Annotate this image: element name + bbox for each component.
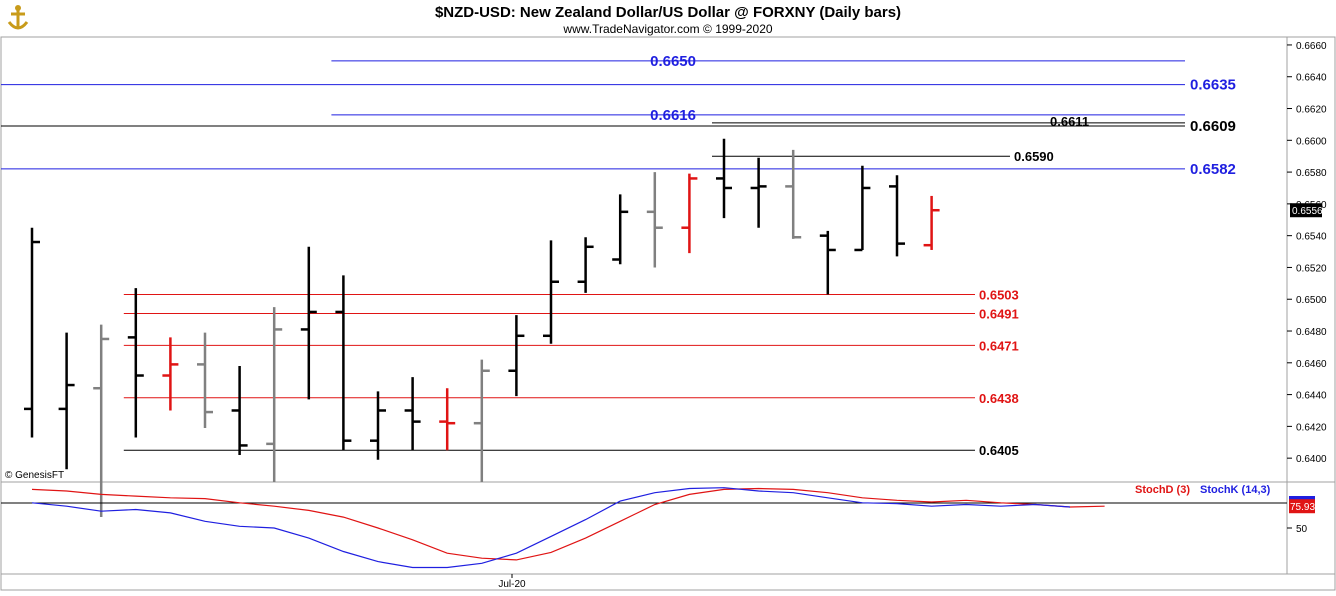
genesis-credit: © GenesisFT — [5, 470, 64, 481]
y-tick-label: 0.6420 — [1296, 422, 1327, 433]
y-tick-label: 0.6660 — [1296, 41, 1327, 52]
last-price-label: 0.6556 — [1292, 206, 1323, 217]
stoch-tick-label: 50 — [1296, 524, 1308, 535]
stoch-axis-panel — [1286, 481, 1336, 575]
level-label: 0.6438 — [979, 391, 1019, 406]
ohlc-bar — [681, 173, 698, 254]
ohlc-bar — [266, 307, 283, 482]
y-tick-label: 0.6600 — [1296, 136, 1327, 147]
price-axis: 0.66600.66400.66200.66000.65800.65600.65… — [1287, 41, 1327, 465]
ohlc-bar — [404, 377, 421, 451]
ohlc-bar — [716, 138, 732, 219]
y-tick-label: 0.6440 — [1296, 391, 1327, 402]
y-tick-label: 0.6460 — [1296, 359, 1327, 370]
level-label: 0.6635 — [1190, 77, 1236, 94]
ohlc-bar — [508, 315, 525, 397]
y-tick-label: 0.6620 — [1296, 105, 1327, 116]
ohlc-bar — [439, 388, 456, 451]
ohlc-bar — [819, 230, 836, 295]
stochastic-lines: StochD (3) StochK (14,3) 50 75.93 Jul-20 — [1, 484, 1315, 590]
x-tick-label: Jul-20 — [498, 579, 526, 590]
y-tick-label: 0.6500 — [1296, 295, 1327, 306]
legend-stochk: StochK (14,3) — [1200, 484, 1271, 496]
ohlc-bar — [231, 365, 248, 455]
price-bars — [24, 138, 940, 517]
ohlc-bar — [335, 275, 352, 451]
stochastic-panel — [0, 481, 1288, 575]
price-axis-panel — [1286, 36, 1336, 483]
stoch-k-marker — [1289, 496, 1315, 500]
level-label: 0.6590 — [1014, 149, 1054, 164]
y-tick-label: 0.6520 — [1296, 263, 1327, 274]
chart-title: $NZD-USD: New Zealand Dollar/US Dollar @… — [435, 4, 901, 21]
stoch-value-label: 75.93 — [1290, 502, 1315, 513]
ohlc-bar — [646, 172, 663, 268]
stoch-series-line — [31, 487, 1071, 569]
ohlc-bar — [24, 227, 40, 438]
stoch-value-badge — [1289, 499, 1315, 514]
anchor-logo-icon — [7, 5, 29, 30]
ohlc-bar — [612, 194, 629, 265]
ohlc-bar — [162, 337, 179, 411]
ohlc-bar — [58, 332, 75, 470]
ohlc-bar — [127, 288, 144, 438]
y-tick-label: 0.6640 — [1296, 73, 1327, 84]
level-label: 0.6582 — [1190, 161, 1236, 178]
ohlc-bar — [197, 332, 213, 428]
y-tick-label: 0.6480 — [1296, 327, 1327, 338]
stoch-series-line — [31, 487, 1105, 561]
y-tick-label: 0.6540 — [1296, 232, 1327, 243]
y-tick-label: 0.6400 — [1296, 454, 1327, 465]
level-label: 0.6650 — [650, 53, 696, 70]
y-tick-label: 0.6580 — [1296, 168, 1327, 179]
level-label: 0.6503 — [979, 287, 1019, 302]
level-label: 0.6471 — [979, 338, 1019, 353]
level-label: 0.6611 — [1050, 114, 1089, 129]
ohlc-bar — [93, 324, 110, 517]
ohlc-bar — [370, 391, 386, 460]
level-label: 0.6405 — [979, 443, 1019, 458]
level-label: 0.6491 — [979, 307, 1019, 322]
copyright-text: www.TradeNavigator.com © 1999-2020 — [562, 22, 772, 36]
date-axis-panel — [0, 573, 1336, 591]
ohlc-bar — [543, 240, 559, 344]
ohlc-bar — [854, 165, 871, 252]
ohlc-bar — [300, 246, 317, 400]
ohlc-bar — [473, 359, 490, 482]
ohlc-bar — [750, 157, 767, 228]
last-price-badge — [1290, 203, 1322, 218]
price-panel — [0, 36, 1288, 483]
level-label: 0.6616 — [650, 107, 696, 124]
ohlc-bar — [923, 195, 940, 250]
ohlc-bar — [889, 175, 905, 257]
level-label: 0.6609 — [1190, 118, 1236, 135]
level-lines: 0.6650 0.6635 0.6616 0.6611 0.6609 0.6590 0.65… — [1, 53, 1236, 458]
ohlc-bar — [577, 237, 594, 293]
ohlc-bar — [785, 149, 802, 239]
legend-stochd: StochD (3) — [1135, 484, 1190, 496]
